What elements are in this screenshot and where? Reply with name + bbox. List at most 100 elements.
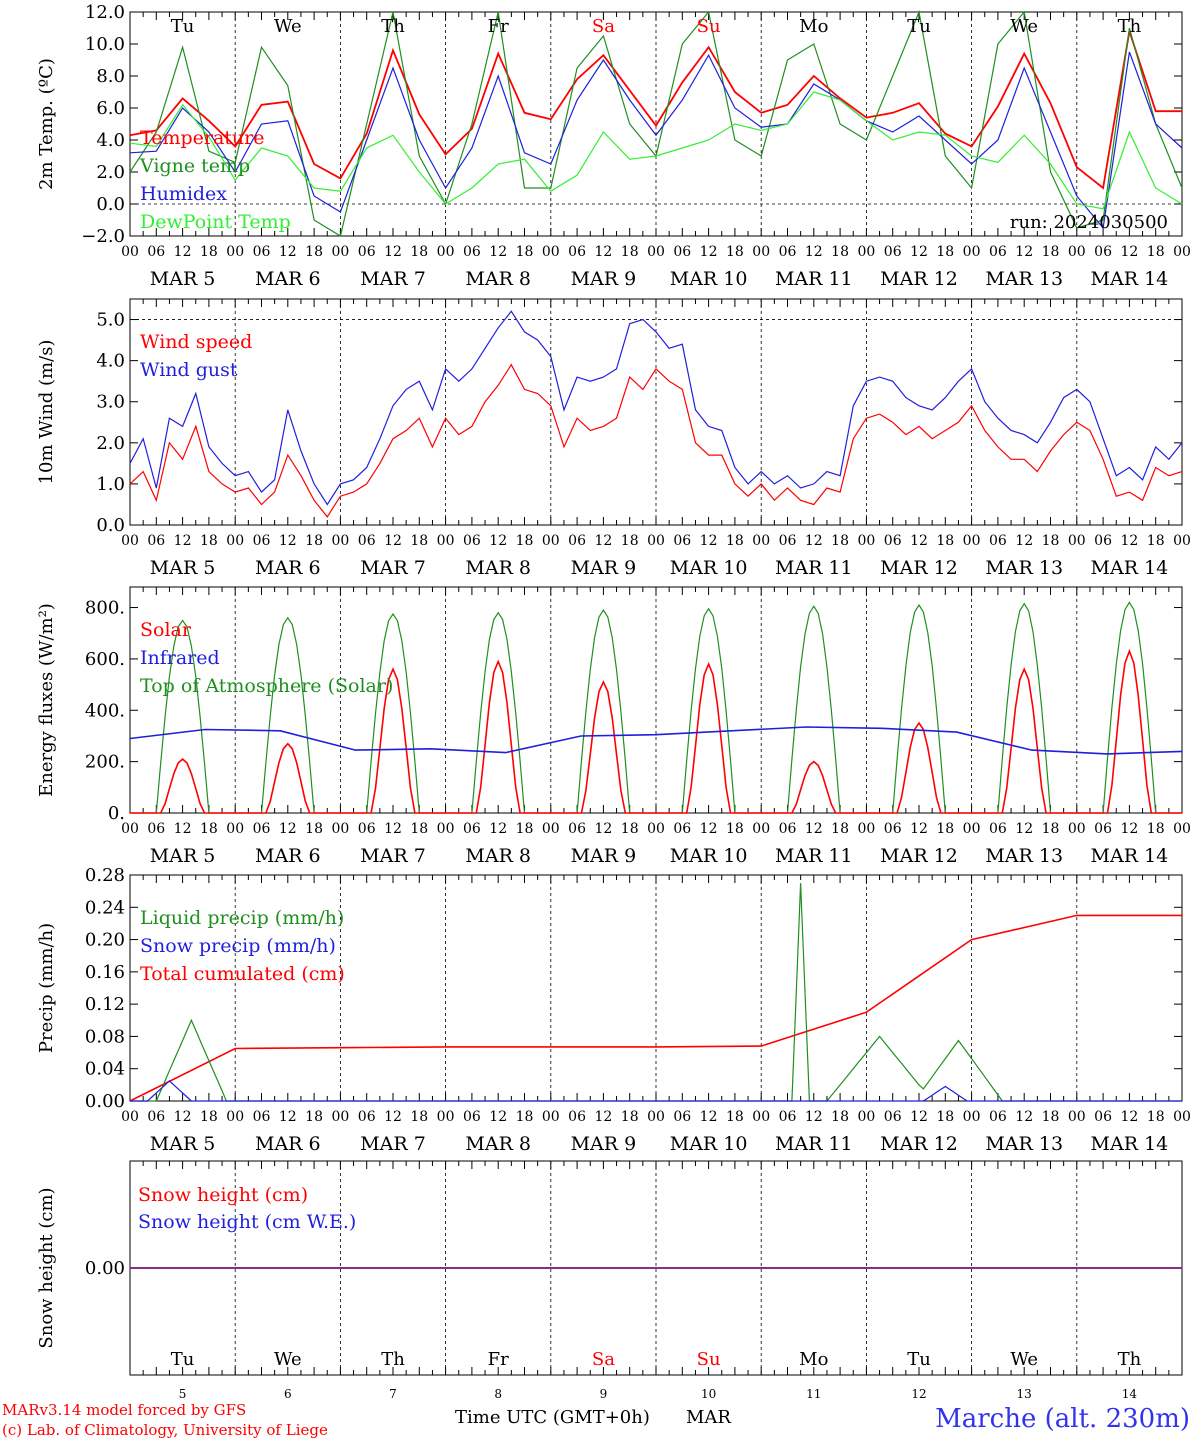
y-tick-label: 1.0 <box>96 474 125 495</box>
hour-tick-label: 18 <box>621 244 639 260</box>
y-tick-label: 0.24 <box>85 897 125 918</box>
hour-tick-label: 18 <box>1147 1109 1165 1125</box>
hour-tick-label: 06 <box>147 821 165 837</box>
hour-tick-label: 06 <box>358 244 376 260</box>
y-tick-label: 10.0 <box>85 34 125 55</box>
hour-tick-label: 18 <box>621 533 639 549</box>
hour-tick-label: 18 <box>1042 821 1060 837</box>
weekday-label: We <box>1010 16 1038 37</box>
hour-tick-label: 18 <box>516 821 534 837</box>
hour-tick-label: 00 <box>542 821 560 837</box>
date-label: MAR 12 <box>880 557 958 579</box>
hour-tick-label: 12 <box>1120 244 1138 260</box>
date-label: MAR 14 <box>1091 1133 1169 1155</box>
credit-line-1: MARv3.14 model forced by GFS <box>2 1401 246 1419</box>
date-label: MAR 8 <box>465 557 531 579</box>
hour-tick-label: 00 <box>752 244 770 260</box>
hour-tick-label: 12 <box>279 244 297 260</box>
hour-tick-label: 12 <box>384 244 402 260</box>
hour-tick-label: 18 <box>200 1109 218 1125</box>
hour-tick-label: 00 <box>331 821 349 837</box>
y-tick-label: 2.0 <box>96 162 125 183</box>
hour-tick-label: 12 <box>1120 1109 1138 1125</box>
hour-tick-label: 12 <box>174 244 192 260</box>
date-label: MAR 6 <box>255 1133 321 1155</box>
hour-tick-label: 18 <box>831 821 849 837</box>
legend-entry: Snow height (cm W.E.) <box>138 1211 356 1233</box>
hour-tick-label: 00 <box>1068 533 1086 549</box>
hour-tick-label: 06 <box>358 1109 376 1125</box>
y-tick-label: 200. <box>85 752 125 773</box>
date-label: MAR 8 <box>465 1133 531 1155</box>
hour-tick-label: 06 <box>147 1109 165 1125</box>
date-label: MAR 9 <box>571 268 637 290</box>
hour-tick-label: 00 <box>437 821 455 837</box>
weekday-label: We <box>274 1349 302 1370</box>
date-number: 8 <box>494 1387 502 1401</box>
date-label: MAR 6 <box>255 845 321 867</box>
hour-tick-label: 12 <box>1015 533 1033 549</box>
y-tick-label: 0.08 <box>85 1026 125 1047</box>
date-number: 7 <box>389 1387 397 1401</box>
legend-entry: Infrared <box>140 647 220 669</box>
hour-tick-label: 00 <box>647 533 665 549</box>
hour-tick-label: 00 <box>752 1109 770 1125</box>
hour-tick-label: 12 <box>700 821 718 837</box>
hour-tick-label: 18 <box>305 1109 323 1125</box>
date-label: MAR 10 <box>670 268 748 290</box>
hour-tick-label: 18 <box>200 244 218 260</box>
weekday-label: Tu <box>171 1349 195 1370</box>
y-tick-label: 600. <box>85 649 125 670</box>
hour-tick-label: 06 <box>463 244 481 260</box>
date-label: MAR 9 <box>571 845 637 867</box>
weekday-label: Sa <box>592 16 615 37</box>
date-number: 13 <box>1017 1387 1032 1401</box>
hour-tick-label: 06 <box>884 244 902 260</box>
hour-tick-label: 06 <box>568 244 586 260</box>
y-tick-label: 0.04 <box>85 1059 125 1080</box>
hour-tick-label: 06 <box>673 244 691 260</box>
y-axis-label: 2m Temp. (ºC) <box>36 58 57 190</box>
hour-tick-label: 06 <box>253 821 271 837</box>
hour-tick-label: 12 <box>805 821 823 837</box>
hour-tick-label: 12 <box>805 244 823 260</box>
y-tick-label: 4.0 <box>96 351 125 372</box>
hour-tick-label: 00 <box>121 244 139 260</box>
hour-tick-label: 18 <box>831 244 849 260</box>
weekday-label: We <box>274 16 302 37</box>
hour-tick-label: 00 <box>331 244 349 260</box>
hour-tick-label: 00 <box>963 244 981 260</box>
x-axis-title: Time UTC (GMT+0h) <box>455 1407 650 1428</box>
date-label: MAR 8 <box>465 845 531 867</box>
legend-entry: Snow precip (mm/h) <box>140 935 336 957</box>
y-axis-label: Precip (mm/h) <box>36 923 57 1053</box>
hour-tick-label: 18 <box>200 821 218 837</box>
y-tick-label: 0. <box>108 803 125 824</box>
hour-tick-label: 06 <box>673 821 691 837</box>
hour-tick-label: 06 <box>673 533 691 549</box>
date-number: 11 <box>806 1387 821 1401</box>
hour-tick-label: 06 <box>779 244 797 260</box>
hour-tick-label: 12 <box>700 533 718 549</box>
y-tick-label: 0.0 <box>96 194 125 215</box>
hour-tick-label: 06 <box>779 1109 797 1125</box>
date-label: MAR 11 <box>775 845 853 867</box>
hour-tick-label: 18 <box>1042 244 1060 260</box>
hour-tick-label: 00 <box>437 1109 455 1125</box>
hour-tick-label: 06 <box>358 821 376 837</box>
hour-tick-label: 18 <box>726 821 744 837</box>
legend-entry: Wind gust <box>140 359 238 381</box>
hour-tick-label: 06 <box>463 1109 481 1125</box>
y-tick-label: 400. <box>85 700 125 721</box>
hour-tick-label: 06 <box>253 1109 271 1125</box>
hour-tick-label: 12 <box>910 244 928 260</box>
legend-entry: Wind speed <box>140 331 252 353</box>
y-tick-label: 5.0 <box>96 310 125 331</box>
y-axis-label: Snow height (cm) <box>36 1187 57 1348</box>
hour-tick-label: 06 <box>463 821 481 837</box>
hour-tick-label: 00 <box>1068 244 1086 260</box>
hour-tick-label: 00 <box>857 1109 875 1125</box>
hour-tick-label: 12 <box>489 533 507 549</box>
series-line <box>129 914 1182 1102</box>
